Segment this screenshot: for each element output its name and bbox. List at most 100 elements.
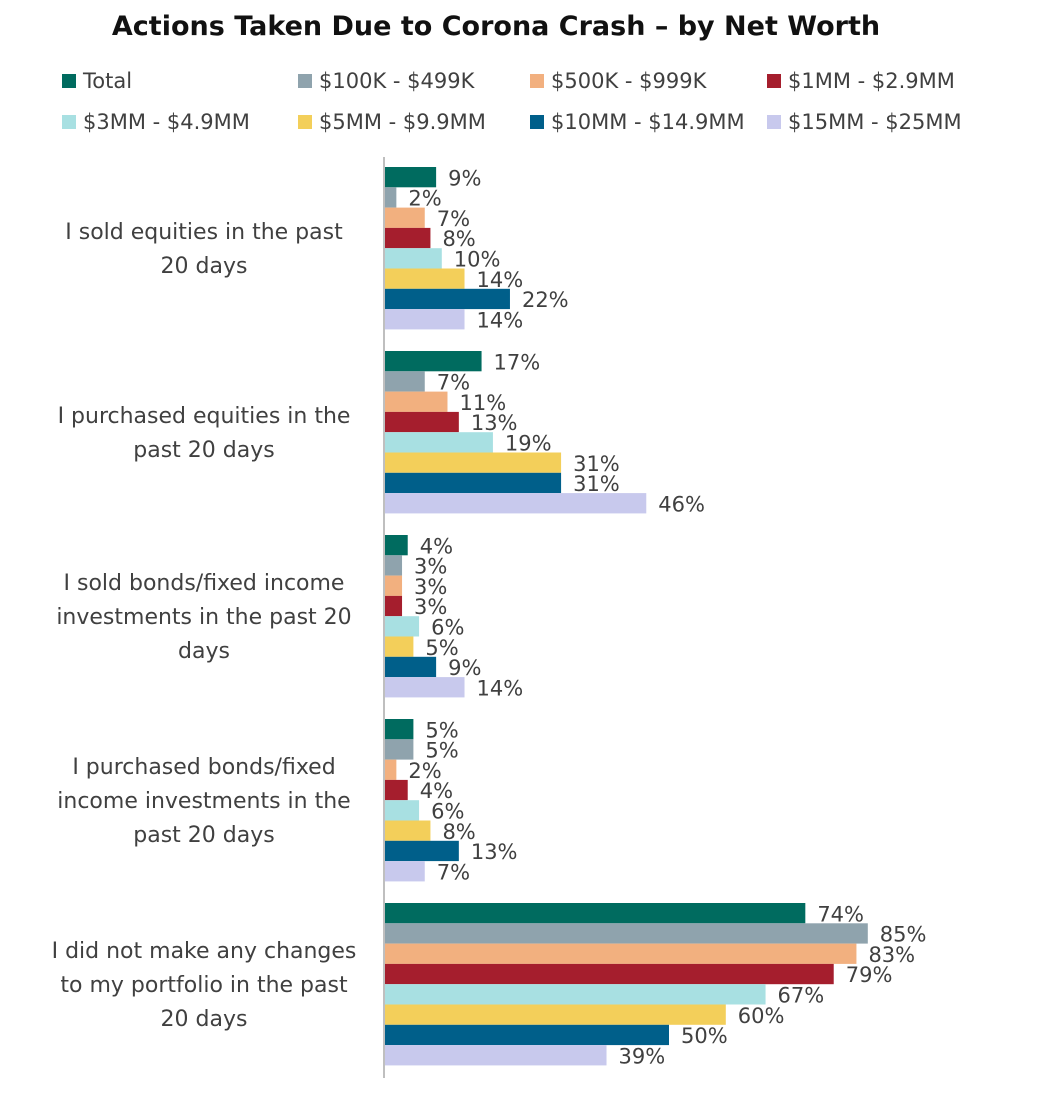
bar xyxy=(385,840,459,862)
bar xyxy=(385,227,431,249)
bar xyxy=(385,1045,607,1066)
legend-swatch xyxy=(530,115,544,129)
bar xyxy=(385,575,403,596)
chart-title: Actions Taken Due to Corona Crash – by N… xyxy=(112,11,880,42)
bar xyxy=(385,677,465,698)
legend-label: $10MM - $14.9MM xyxy=(551,110,745,134)
bar xyxy=(385,963,834,985)
value-label: 67% xyxy=(778,984,825,1008)
bar xyxy=(385,739,414,760)
bar xyxy=(385,1024,669,1046)
legend-label: $5MM - $9.9MM xyxy=(319,110,486,134)
category-label: I did not make any changes xyxy=(52,939,357,964)
value-label: 9% xyxy=(448,656,481,680)
value-label: 5% xyxy=(425,718,458,742)
value-label: 13% xyxy=(471,840,518,864)
legend-swatch xyxy=(767,115,781,129)
bar xyxy=(385,167,437,188)
category-label: past 20 days xyxy=(133,823,274,848)
value-label: 6% xyxy=(431,616,464,640)
bar xyxy=(385,452,562,473)
value-label: 22% xyxy=(522,288,569,312)
category-label: 20 days xyxy=(161,1007,248,1032)
bar xyxy=(385,207,425,228)
value-label: 17% xyxy=(494,350,541,374)
bar xyxy=(385,820,431,841)
value-label: 50% xyxy=(681,1024,728,1048)
value-label: 46% xyxy=(658,492,705,516)
bar xyxy=(385,861,425,882)
value-label: 14% xyxy=(477,268,524,292)
legend-label: $1MM - $2.9MM xyxy=(788,69,955,93)
category-label: investments in the past 20 xyxy=(56,605,351,630)
value-label: 6% xyxy=(431,800,464,824)
bar xyxy=(385,351,482,372)
value-label: 7% xyxy=(437,371,470,395)
category-labels: I sold equities in the past 20 days I purc… xyxy=(52,220,357,1032)
value-label: 60% xyxy=(738,1004,785,1028)
legend-swatch xyxy=(767,74,781,88)
value-label: 7% xyxy=(437,860,470,884)
value-label: 5% xyxy=(425,739,458,763)
value-label: 9% xyxy=(448,166,481,190)
value-label: 31% xyxy=(573,472,620,496)
value-label: 2% xyxy=(408,759,441,783)
bar xyxy=(385,759,397,780)
value-label: 4% xyxy=(420,534,453,558)
category-label: I purchased bonds/fixed xyxy=(72,755,335,780)
bar xyxy=(385,656,437,678)
value-label: 3% xyxy=(414,595,447,619)
bar xyxy=(385,984,766,1005)
legend-swatch xyxy=(62,115,76,129)
bar xyxy=(385,555,403,576)
value-label: 39% xyxy=(619,1044,666,1068)
bar xyxy=(385,719,414,740)
bar xyxy=(385,493,647,514)
category-label: past 20 days xyxy=(133,438,274,463)
bar xyxy=(385,616,420,637)
category-label: I sold bonds/fixed income xyxy=(64,571,345,596)
value-label: 4% xyxy=(420,779,453,803)
bar xyxy=(385,268,465,289)
legend-swatch xyxy=(62,74,76,88)
legend: Total $100K - $499K $500K - $999K $1MM - $2… xyxy=(62,69,962,134)
value-label: 79% xyxy=(846,963,893,987)
legend-label: $500K - $999K xyxy=(551,69,708,93)
bar xyxy=(385,472,562,494)
category-label: 20 days xyxy=(161,254,248,279)
value-label: 83% xyxy=(868,943,915,967)
value-label: 3% xyxy=(414,575,447,599)
bar xyxy=(385,248,442,269)
bar xyxy=(385,943,857,964)
value-label: 7% xyxy=(437,207,470,231)
category-label: to my portfolio in the past xyxy=(60,973,348,998)
bar xyxy=(385,288,510,310)
value-label: 85% xyxy=(880,923,927,947)
bar xyxy=(385,636,414,657)
bar xyxy=(385,1004,726,1025)
legend-label: Total xyxy=(82,69,132,93)
bar xyxy=(385,411,459,433)
value-label: 8% xyxy=(442,820,475,844)
legend-swatch xyxy=(298,115,312,129)
bar xyxy=(385,595,403,617)
category-label: I sold equities in the past xyxy=(65,220,343,245)
bar xyxy=(385,309,465,330)
bars xyxy=(385,167,868,1066)
bar xyxy=(385,187,397,208)
legend-label: $15MM - $25MM xyxy=(788,110,962,134)
category-label: income investments in the xyxy=(57,789,350,814)
value-label: 2% xyxy=(408,187,441,211)
value-label: 3% xyxy=(414,555,447,579)
value-label: 11% xyxy=(459,391,506,415)
bar xyxy=(385,535,408,556)
value-label: 19% xyxy=(505,432,552,456)
legend-swatch xyxy=(530,74,544,88)
value-label: 5% xyxy=(425,636,458,660)
value-label: 8% xyxy=(442,227,475,251)
value-label: 10% xyxy=(454,248,501,272)
bar xyxy=(385,371,425,392)
legend-swatch xyxy=(298,74,312,88)
bar xyxy=(385,779,408,801)
